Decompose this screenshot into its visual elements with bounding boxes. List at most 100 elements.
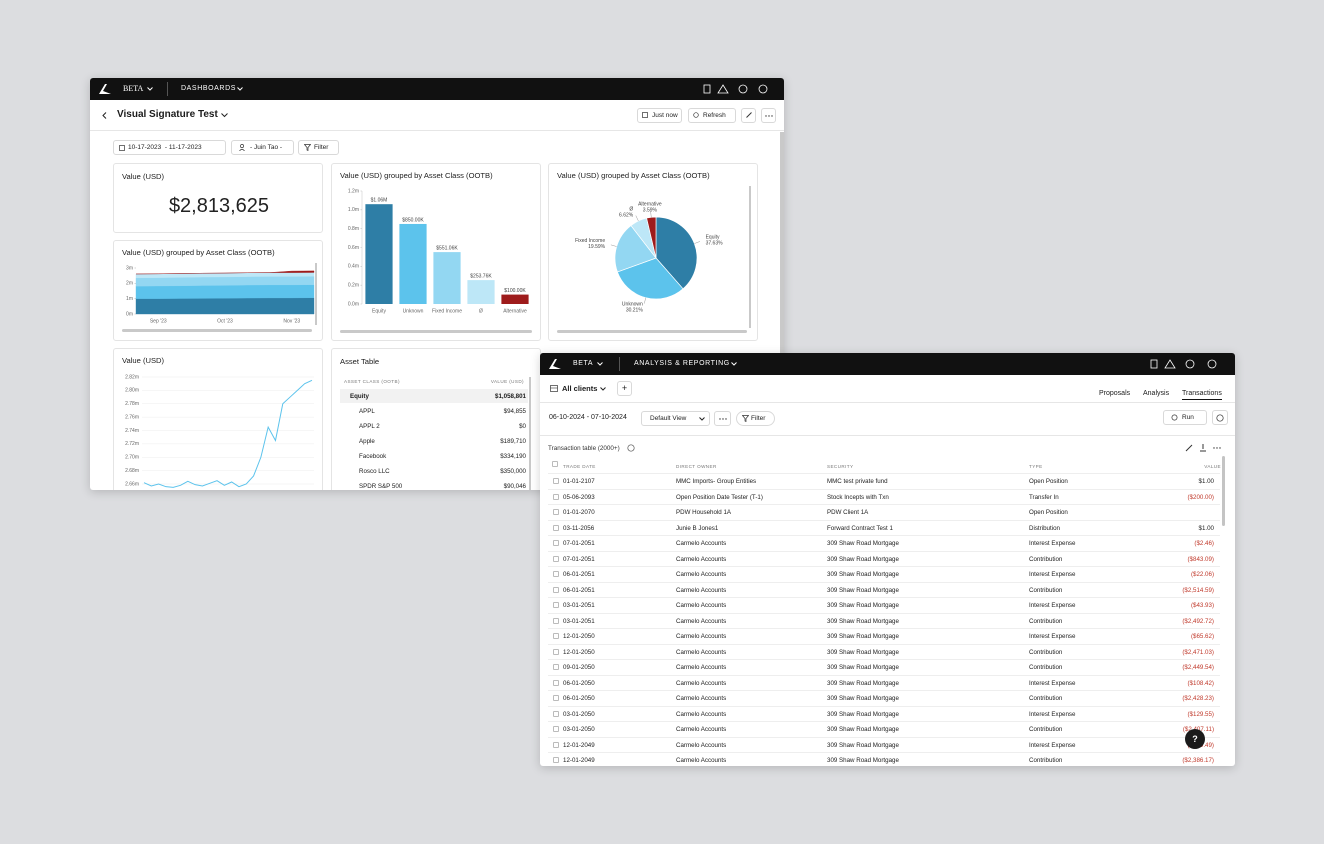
checkbox[interactable] <box>553 710 559 717</box>
table-row[interactable]: 07-01-2051 Carmelo Accounts 309 Shaw Road … <box>548 535 1220 551</box>
table-row[interactable]: APPL $94,855 <box>340 404 528 418</box>
scrollbar[interactable] <box>340 330 532 333</box>
checkbox[interactable] <box>552 461 558 467</box>
table-row[interactable]: 01-01-2107 MMC Imports- Group Entities MMC… <box>548 473 1220 489</box>
beta-label[interactable]: BETA <box>573 360 594 367</box>
menu-label[interactable]: ANALYSIS & REPORTING <box>634 360 730 367</box>
table-row[interactable]: 12-01-2049 Carmelo Accounts 309 Shaw Road … <box>548 736 1220 753</box>
scrollbar[interactable] <box>122 329 312 332</box>
checkbox[interactable] <box>553 478 559 484</box>
checkbox[interactable] <box>553 571 559 577</box>
column-header[interactable]: TRADE DATE <box>563 464 596 469</box>
date-range[interactable]: 06-10-2024 - 07-10-2024 <box>549 414 627 421</box>
edit-button[interactable] <box>741 108 756 123</box>
checkbox[interactable] <box>553 555 559 562</box>
filter-button[interactable]: Filter <box>736 411 775 426</box>
table-actions[interactable] <box>1185 443 1225 452</box>
help-button[interactable]: ? <box>1185 729 1205 749</box>
table-row[interactable]: Rosco LLC $350,000 <box>340 464 528 478</box>
cell: 309 Shaw Road Mortgage <box>827 679 899 687</box>
cell: 06-01-2051 <box>563 571 595 578</box>
user-label: - Juin Tao - <box>250 144 283 151</box>
user-filter[interactable]: - Juin Tao - <box>231 140 294 155</box>
more-button[interactable] <box>761 108 776 123</box>
checkbox[interactable] <box>553 509 559 515</box>
column-header[interactable]: VALUE <box>1204 464 1221 469</box>
table-row[interactable]: Facebook $334,190 <box>340 449 528 463</box>
table-row[interactable]: 12-01-2050 Carmelo Accounts 309 Shaw Road … <box>548 628 1220 644</box>
help-icon[interactable] <box>627 444 635 452</box>
info-button[interactable] <box>1212 410 1228 425</box>
scrollbar[interactable] <box>780 132 784 490</box>
table-row[interactable]: 06-01-2051 Carmelo Accounts 309 Shaw Road … <box>548 581 1220 598</box>
updated-button[interactable]: Just now <box>637 108 682 123</box>
table-row[interactable]: 03-01-2050 Carmelo Accounts 309 Shaw Road … <box>548 705 1220 722</box>
nav-icons[interactable] <box>1149 359 1225 369</box>
scrollbar[interactable] <box>529 377 531 490</box>
pie-chart: Value (USD) grouped by Asset Class (OOTB… <box>557 171 751 333</box>
table-row[interactable]: SPDR S&P 500 $90,046 <box>340 479 528 490</box>
table-row[interactable]: Equity $1,058,801 <box>340 389 528 403</box>
table-row[interactable]: 12-01-2049 Carmelo Accounts 309 Shaw Road … <box>548 752 1220 766</box>
checkbox[interactable] <box>553 586 559 593</box>
menu-label[interactable]: DASHBOARDS <box>181 85 237 92</box>
table-row[interactable]: 09-01-2050 Carmelo Accounts 309 Shaw Road … <box>548 659 1220 675</box>
checkbox[interactable] <box>553 602 559 608</box>
column-header[interactable]: TYPE <box>1029 464 1043 469</box>
tab[interactable]: Analysis <box>1143 390 1170 397</box>
table-row[interactable]: 01-01-2070 PDW Household 1A PDW Client 1A O… <box>548 504 1220 520</box>
date-filter[interactable]: 10-17-2023 - 11-17-2023 <box>113 140 226 155</box>
checkbox[interactable] <box>553 726 559 732</box>
clients-selector[interactable]: All clients <box>562 384 598 393</box>
slice-value: 19.59% <box>588 244 606 250</box>
table-row[interactable]: 06-01-2050 Carmelo Accounts 309 Shaw Road … <box>548 690 1220 706</box>
back-button[interactable] <box>102 112 107 119</box>
checkbox[interactable] <box>553 679 559 686</box>
table-row[interactable]: Apple $189,710 <box>340 434 528 448</box>
checkbox[interactable] <box>553 617 559 624</box>
checkbox[interactable] <box>553 741 559 748</box>
refresh-button[interactable]: Refresh <box>688 108 736 123</box>
nav-icons[interactable] <box>702 84 778 94</box>
checkbox[interactable] <box>553 633 559 639</box>
table-row[interactable]: 12-01-2050 Carmelo Accounts 309 Shaw Road … <box>548 643 1220 660</box>
area-chart: Value (USD) grouped by Asset Class (OOTB… <box>122 248 317 332</box>
scrollbar[interactable] <box>315 263 317 325</box>
add-button[interactable]: + <box>617 381 632 396</box>
table-row[interactable]: 03-01-2051 Carmelo Accounts 309 Shaw Road … <box>548 612 1220 629</box>
tab[interactable]: Proposals <box>1099 390 1131 397</box>
y-tick-label: 2m <box>126 281 133 287</box>
dashboard-title[interactable]: Visual Signature Test <box>117 109 218 120</box>
table-row[interactable]: 06-01-2050 Carmelo Accounts 309 Shaw Road … <box>548 674 1220 691</box>
scrollbar[interactable] <box>749 186 751 328</box>
table-row[interactable]: 05-06-2093 Open Position Date Tester (T-1… <box>548 488 1220 505</box>
checkbox[interactable] <box>553 540 559 546</box>
checkbox[interactable] <box>553 648 559 655</box>
column-header[interactable]: SECURITY <box>827 464 854 469</box>
more-button[interactable] <box>714 411 731 426</box>
chart-title: Value (USD) grouped by Asset Class (OOTB… <box>557 171 710 180</box>
beta-label[interactable]: BETA <box>123 84 144 93</box>
checkbox[interactable] <box>553 695 559 701</box>
run-button[interactable]: Run <box>1163 410 1207 425</box>
view-selector[interactable]: Default View <box>641 411 710 426</box>
table-row[interactable]: 03-01-2051 Carmelo Accounts 309 Shaw Road … <box>548 597 1220 613</box>
table-row[interactable]: 03-01-2050 Carmelo Accounts 309 Shaw Road … <box>548 721 1220 737</box>
scrollbar[interactable] <box>557 330 747 333</box>
checkbox[interactable] <box>553 524 559 531</box>
table-row[interactable]: 06-01-2051 Carmelo Accounts 309 Shaw Road … <box>548 566 1220 582</box>
table-row[interactable]: 03-11-2056 Junie B Jones1 Forward Contract… <box>548 519 1220 536</box>
cell: Carmelo Accounts <box>676 648 727 656</box>
scrollbar[interactable] <box>1222 456 1225 526</box>
checkbox[interactable] <box>553 493 559 500</box>
checkbox[interactable] <box>553 664 559 670</box>
column-header[interactable]: DIRECT OWNER <box>676 464 717 469</box>
cell: Open Position <box>1029 509 1068 516</box>
value-cell: ($2,428.23) <box>1182 695 1214 702</box>
table-row[interactable]: 07-01-2051 Carmelo Accounts 309 Shaw Road … <box>548 550 1220 567</box>
table-row[interactable]: APPL 2 $0 <box>340 419 528 433</box>
cell: 12-01-2049 <box>563 757 595 764</box>
filter-button[interactable]: Filter <box>298 140 339 155</box>
tab[interactable]: Transactions <box>1182 390 1222 400</box>
checkbox[interactable] <box>553 757 559 763</box>
